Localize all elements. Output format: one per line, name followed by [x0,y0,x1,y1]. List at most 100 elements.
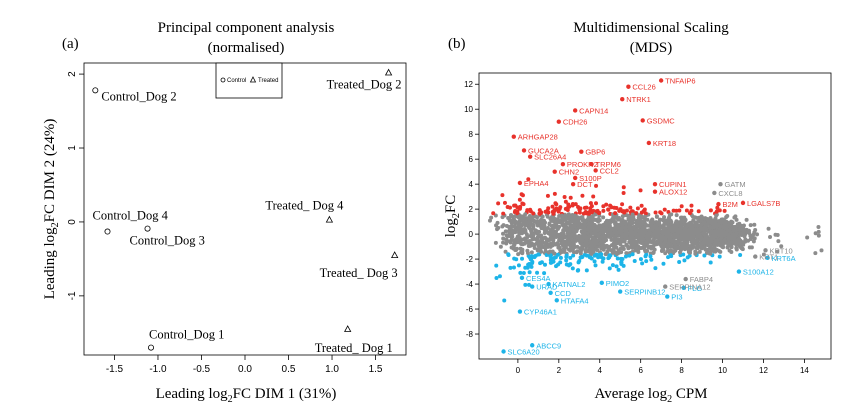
pca-xtick-label: 0.5 [282,364,296,375]
mds-cloud-point [666,209,671,214]
mds-labelled-point [718,181,723,187]
mds-cloud-point [500,215,505,220]
mds-cloud-point [636,244,641,249]
mds-cloud-point [722,238,727,243]
mds-cloud-point [587,211,592,216]
mds-cloud-point [571,239,576,244]
mds-cloud-point [652,224,657,229]
mds-cloud-point [617,208,622,213]
mds-cloud-point [613,215,618,220]
mds-gene-label: SLC6A20 [508,348,540,357]
mds-cloud-point [560,221,565,226]
mds-cloud-point [658,210,663,215]
mds-cloud-point [609,226,614,231]
mds-cloud-point [489,215,494,220]
mds-cloud-point [719,240,724,245]
mds-cloud-point [678,250,683,255]
mds-labelled-point [511,134,516,139]
mds-cloud-point [604,202,609,207]
mds-cloud-point [612,228,617,233]
mds-ytick-label: 10 [464,105,473,114]
mds-cloud-point [660,236,665,241]
mds-cloud-point [599,246,604,251]
mds-cloud-point [552,191,557,196]
mds-cloud-point [743,239,748,244]
mds-cloud-point [639,210,644,215]
panel-a-label: (a) [62,36,79,52]
mds-cloud-point [687,247,692,252]
mds-cloud-point [584,235,589,240]
mds-cloud-point [596,211,601,216]
mds-cloud-point [512,203,517,208]
mds-cloud-point [697,249,702,254]
mds-cloud-point [775,249,780,254]
mds-cloud-point [726,243,731,248]
mds-cloud-point [505,239,510,244]
mds-cloud-point [724,219,729,224]
mds-cloud-point [518,227,523,232]
mds-cloud-point [584,268,589,273]
pca-point-label: Treated_Dog 2 [327,78,402,92]
mds-cloud-point [535,223,540,228]
mds-cloud-point [708,208,713,213]
mds-cloud-point [494,223,499,228]
mds-labelled-point [530,343,535,348]
mds-cloud-point [543,249,548,254]
mds-cloud-point [734,231,739,236]
mds-cloud-point [714,213,719,218]
mds-cloud-point [677,208,682,213]
mds-cloud-point [619,260,624,265]
mds-cloud-point [549,256,554,261]
mds-cloud-point [694,231,699,236]
mds-cloud-point [491,211,496,216]
mds-xtick-label: 4 [598,366,603,375]
mds-cloud-point [653,266,658,271]
mds-xtick-label: 0 [516,366,521,375]
mds-ytick-label: 12 [464,80,473,89]
mds-cloud-point [661,224,666,229]
mds-ytick-label: -6 [466,305,474,314]
mds-cloud-point [607,221,612,226]
mds-cloud-point [705,243,710,248]
mds-xtick-label: 8 [679,366,684,375]
mds-cloud-point [570,246,575,251]
mds-cloud-point [557,245,562,250]
mds-cloud-point [494,275,499,280]
mds-xtick-label: 12 [759,366,768,375]
mds-cloud-point [552,216,557,221]
mds-cloud-point [559,241,564,246]
mds-gene-label: PI3 [671,293,682,302]
mds-cloud-point [580,193,585,198]
mds-cloud-point [727,223,732,228]
mds-gene-label: EPHA4 [524,179,549,188]
mds-cloud-point [552,233,557,238]
mds-cloud-point [738,241,743,246]
mds-labelled-point [548,290,553,296]
mds-cloud-point [714,224,719,229]
mds-cloud-point [620,256,625,261]
mds-cloud-point [715,241,720,246]
mds-cloud-point [611,248,616,253]
mds-cloud-point [528,243,533,248]
mds-cloud-point [554,202,559,207]
mds-cloud-point [614,205,619,210]
mds-cloud-point [571,253,576,258]
mds-ytick-label: -2 [466,255,474,264]
mds-cloud-point [725,232,730,237]
mds-cloud-point [697,227,702,232]
mds-gene-label: KRT10 [770,246,793,255]
mds-cloud-point [744,217,749,222]
mds-cloud-point [568,195,573,200]
mds-cloud-point [505,205,510,210]
mds-labelled-point [560,161,566,167]
pca-title: Principal component analysis [158,20,335,36]
mds-cloud-point [703,232,708,237]
mds-cloud-point [529,264,534,269]
mds-cloud-point [653,210,658,215]
mds-cloud-point [603,220,608,225]
mds-cloud-point [687,211,692,216]
mds-cloud-point [715,205,720,210]
mds-cloud-point [621,185,626,190]
mds-cloud-point [687,253,692,258]
mds-cloud-point [717,254,722,259]
